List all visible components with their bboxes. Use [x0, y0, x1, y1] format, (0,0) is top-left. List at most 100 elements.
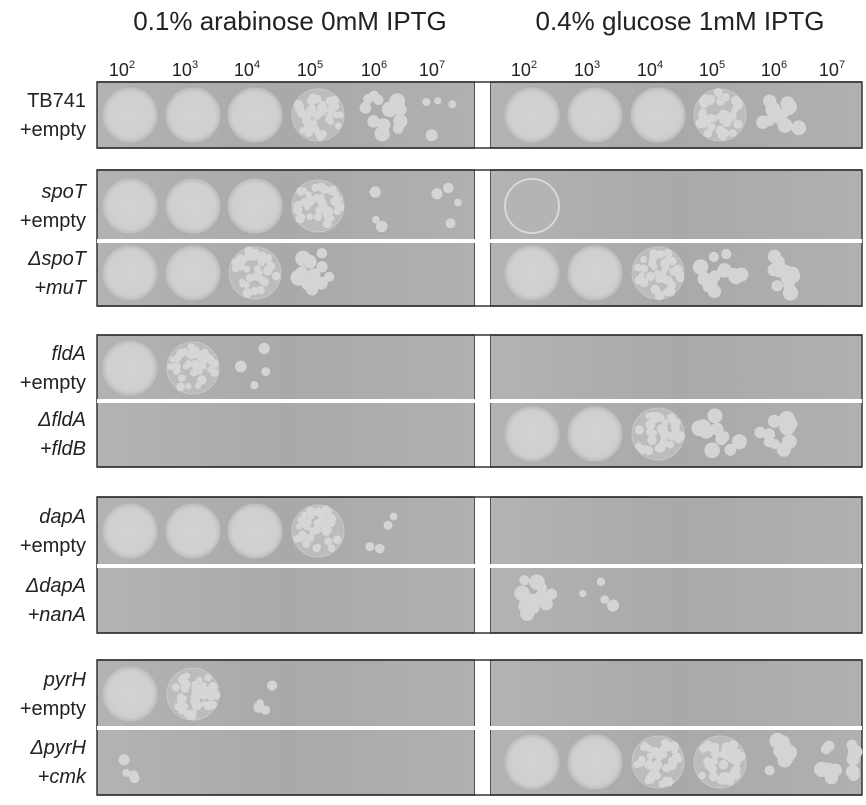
colony: [184, 360, 193, 368]
row-divider: [97, 564, 475, 568]
colony: [392, 123, 404, 134]
colony: [369, 186, 381, 198]
colony: [322, 219, 332, 229]
colony: [697, 271, 712, 286]
colony: [394, 103, 407, 116]
colony: [783, 103, 795, 116]
colony: [654, 290, 665, 301]
row-divider: [97, 239, 475, 243]
colony: [327, 118, 335, 126]
colony: [299, 127, 306, 134]
colony: [266, 262, 276, 271]
colony: [779, 410, 795, 427]
colony: [297, 108, 307, 118]
dilution-label: 106: [361, 59, 387, 80]
dilution-exponent: 2: [531, 59, 537, 71]
colony: [302, 539, 311, 548]
dilution-base: 10: [234, 60, 254, 80]
condition-header: 0.1% arabinose 0mM IPTG: [133, 6, 447, 36]
dilution-label: 102: [511, 59, 537, 80]
colony: [174, 701, 184, 711]
colony: [210, 368, 219, 377]
colony: [719, 117, 727, 125]
colony: [332, 111, 340, 119]
colony: [782, 278, 795, 291]
colony: [718, 760, 729, 770]
colony: [658, 780, 667, 788]
strain-label: +fldB: [40, 438, 86, 460]
colony: [337, 204, 345, 212]
colony: [324, 271, 335, 282]
dilution-exponent: 4: [254, 59, 260, 71]
dilution-base: 10: [297, 60, 317, 80]
colony: [719, 750, 728, 759]
colony: [311, 183, 320, 192]
colony: [312, 526, 320, 533]
colony: [720, 776, 729, 785]
colony: [318, 105, 329, 115]
colony: [772, 109, 787, 125]
strain-label: +empty: [20, 119, 86, 141]
dilution-exponent: 3: [594, 59, 600, 71]
colony: [231, 258, 239, 266]
dilution-base: 10: [511, 60, 531, 80]
row-divider: [97, 399, 475, 403]
dilution-label: 103: [172, 59, 198, 80]
colony: [762, 428, 776, 441]
strain-label: ΔfldA: [37, 409, 86, 431]
colony: [194, 382, 202, 389]
colony: [290, 269, 307, 286]
colony: [730, 109, 737, 116]
strain-label: pyrH: [43, 669, 87, 691]
colony: [661, 262, 670, 271]
colony: [118, 754, 130, 766]
colony: [195, 676, 203, 684]
colony: [600, 595, 609, 604]
colony: [383, 520, 393, 530]
colony: [710, 757, 718, 766]
colony: [731, 434, 747, 450]
colony: [309, 196, 316, 203]
colony: [271, 271, 281, 281]
colony: [185, 382, 192, 390]
colony: [198, 357, 207, 367]
colony: [231, 265, 239, 273]
colony: [645, 419, 656, 430]
colony: [171, 683, 181, 692]
dilution-base: 10: [637, 60, 657, 80]
colony: [724, 443, 737, 456]
dilution-exponent: 7: [839, 59, 845, 71]
colony: [640, 256, 647, 264]
colony: [299, 517, 306, 524]
colony: [365, 542, 375, 552]
colony: [654, 751, 664, 761]
strain-label: +empty: [20, 535, 86, 557]
colony: [729, 768, 738, 777]
colony: [368, 90, 380, 101]
colony: [771, 280, 783, 292]
colony: [199, 681, 207, 690]
colony: [669, 433, 676, 441]
colony: [234, 360, 247, 373]
dilution-label: 104: [637, 59, 663, 80]
colony: [664, 743, 672, 752]
colony: [316, 247, 328, 259]
dilution-label: 106: [761, 59, 787, 80]
dilution-base: 10: [574, 60, 594, 80]
dilution-label: 107: [819, 59, 845, 80]
colony: [698, 771, 706, 780]
colony: [733, 119, 743, 129]
colony: [703, 128, 713, 138]
dilution-exponent: 3: [192, 59, 198, 71]
plate: [96, 81, 476, 149]
dilution-base: 10: [172, 60, 192, 80]
labels: TB741 +empty spoT +empty ΔspoT +muT fldA +empty…: [20, 90, 88, 788]
strain-label: +cmk: [38, 766, 87, 788]
colony: [656, 413, 665, 422]
colony: [122, 768, 131, 777]
colony: [316, 517, 327, 527]
spot: [227, 503, 283, 559]
colony: [180, 695, 188, 702]
colony: [782, 434, 797, 450]
colony: [312, 94, 322, 104]
